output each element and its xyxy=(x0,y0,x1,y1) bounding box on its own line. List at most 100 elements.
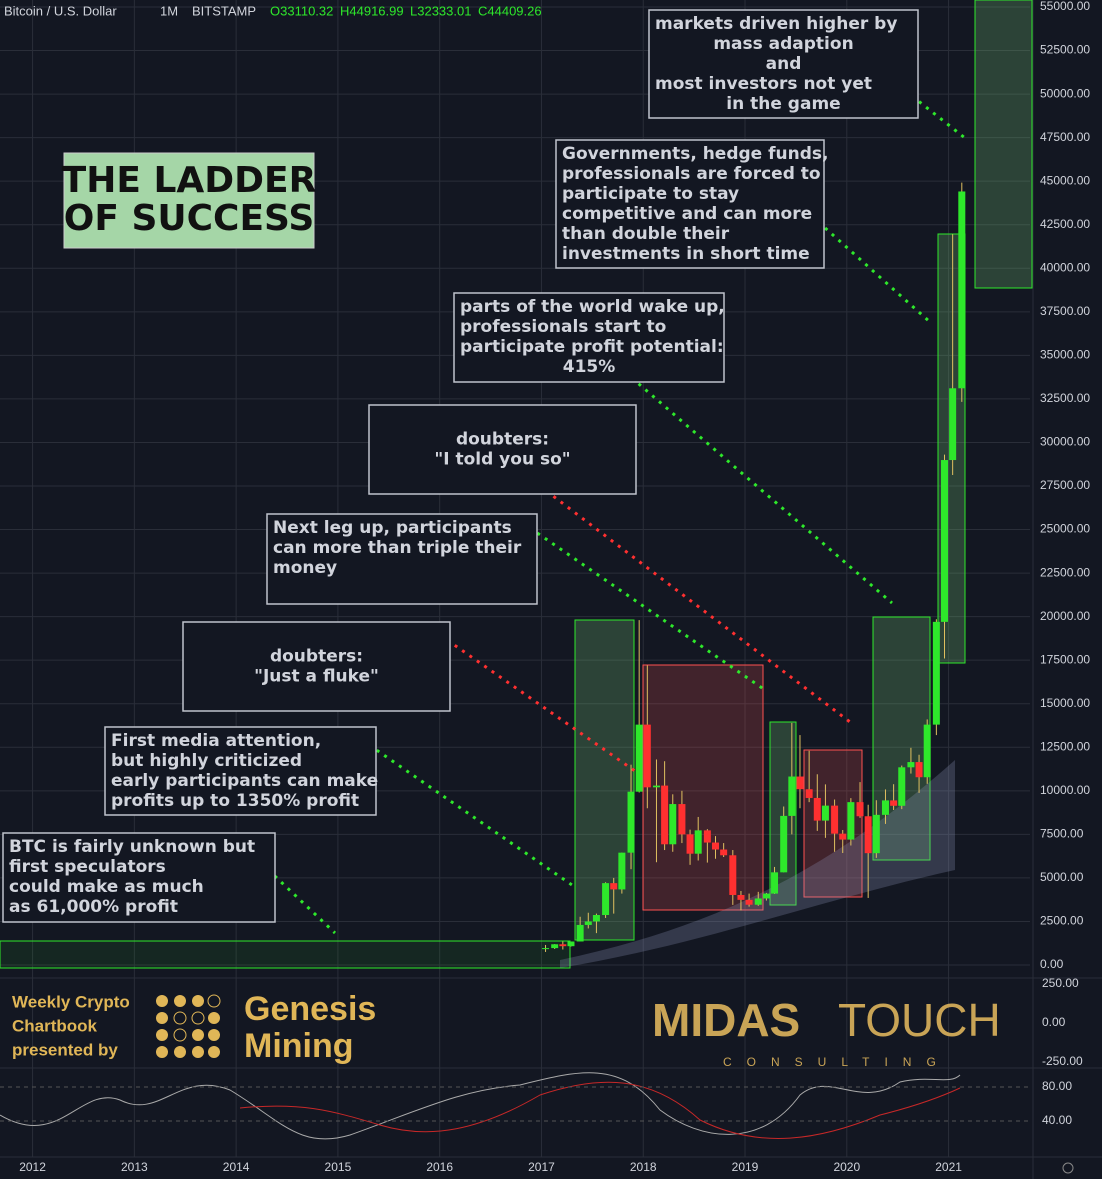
annotation-text: participate profit potential: xyxy=(460,337,724,357)
candle-body xyxy=(678,804,686,835)
candle-body xyxy=(958,191,966,389)
candle-body xyxy=(737,894,745,900)
annotation-text: investments in short time xyxy=(562,244,810,264)
candle-body xyxy=(923,724,931,778)
settings-icon[interactable] xyxy=(1062,1162,1074,1174)
candle-body xyxy=(864,816,872,854)
arrows xyxy=(240,94,966,935)
ohlc: L32333.01 xyxy=(410,3,471,18)
interval: 1M xyxy=(160,3,178,18)
y-tick-label: 12500.00 xyxy=(1040,739,1090,753)
annotation-text: early participants can make xyxy=(111,771,378,791)
y-tick-label: 27500.00 xyxy=(1040,478,1090,492)
candle-body xyxy=(831,805,839,834)
annotation-text: most investors not yet xyxy=(655,74,872,94)
candle-body xyxy=(813,797,821,821)
annotation-text: money xyxy=(273,558,337,578)
annotation-text: participate to stay xyxy=(562,184,739,204)
annotation-text: BTC is fairly unknown but xyxy=(9,837,255,857)
y-tick-label: 45000.00 xyxy=(1040,173,1090,187)
candle-body xyxy=(602,883,610,916)
candle-body xyxy=(551,944,559,949)
y-tick-label: 0.00 xyxy=(1040,957,1064,971)
y-tick-label: 52500.00 xyxy=(1040,43,1090,57)
annotation-box xyxy=(104,726,377,816)
annotation-text: doubters: xyxy=(270,647,363,667)
candle-body xyxy=(754,898,762,905)
candle-body xyxy=(610,883,618,890)
candle-body xyxy=(872,814,880,854)
annotation-box xyxy=(2,832,276,923)
candle-body xyxy=(720,849,728,856)
candle-body xyxy=(559,944,567,947)
candle-body xyxy=(618,852,626,890)
candle-body xyxy=(856,802,864,817)
candle-body xyxy=(898,767,906,806)
annotation-text: "Just a fluke" xyxy=(254,667,379,687)
y-tick-label: 15000.00 xyxy=(1040,696,1090,710)
y-tick-label: 42500.00 xyxy=(1040,217,1090,231)
annotation-text: as 61,000% profit xyxy=(9,897,178,917)
candle-body xyxy=(694,830,702,854)
x-tick-label: 2013 xyxy=(121,1160,148,1174)
candle-body xyxy=(652,785,660,788)
candle-body xyxy=(839,833,847,840)
annotation-text: doubters: xyxy=(456,430,549,450)
x-tick-label: 2017 xyxy=(528,1160,555,1174)
x-tick-label: 2016 xyxy=(426,1160,453,1174)
annotation-text: parts of the world wake up, xyxy=(460,297,725,317)
x-tick-label: 2018 xyxy=(630,1160,657,1174)
candle-body xyxy=(567,941,575,947)
candle-body xyxy=(907,762,915,768)
candle-body xyxy=(635,724,643,792)
candle-body xyxy=(661,785,669,845)
candle-body xyxy=(847,802,855,840)
candle-body xyxy=(941,460,949,622)
annotation-text: mass adaption xyxy=(713,34,853,54)
candle-body xyxy=(796,776,804,790)
annotation-text: and xyxy=(766,54,802,74)
y-tick-label: 40.00 xyxy=(1042,1113,1072,1127)
candle-body xyxy=(771,872,779,894)
candle-body xyxy=(949,388,957,461)
y-tick-label: 10000.00 xyxy=(1040,783,1090,797)
annotation-text: but highly criticized xyxy=(111,751,302,771)
x-tick-label: 2021 xyxy=(935,1160,962,1174)
candle-body xyxy=(686,834,694,854)
candle-body xyxy=(788,776,796,816)
y-tick-label: 0.00 xyxy=(1042,1015,1066,1029)
symbol: Bitcoin / U.S. Dollar xyxy=(4,3,117,18)
logo-name: TOUCH xyxy=(838,994,1001,1046)
candle-body xyxy=(890,800,898,806)
y-tick-label: 250.00 xyxy=(1042,976,1079,990)
annotation-text: than double their xyxy=(562,224,730,244)
candle-body xyxy=(703,830,711,843)
title-line: THE LADDER xyxy=(62,160,317,201)
y-tick-label: 40000.00 xyxy=(1040,260,1090,274)
y-tick-label: 17500.00 xyxy=(1040,652,1090,666)
y-tick-label: 20000.00 xyxy=(1040,609,1090,623)
title-line: OF SUCCESS xyxy=(64,198,315,239)
candle-body xyxy=(584,921,592,925)
candle-body xyxy=(729,855,737,895)
y-tick-label: 37500.00 xyxy=(1040,304,1090,318)
annotation-box xyxy=(555,139,825,269)
annotation-text: profits up to 1350% profit xyxy=(111,791,359,811)
candle-body xyxy=(627,791,635,853)
x-tick-label: 2015 xyxy=(325,1160,352,1174)
y-tick-label: 35000.00 xyxy=(1040,348,1090,362)
annotation-box xyxy=(182,621,451,712)
x-tick-label: 2012 xyxy=(19,1160,46,1174)
annotation-box xyxy=(368,404,637,495)
x-tick-label: 2019 xyxy=(732,1160,759,1174)
ohlc: C44409.26 xyxy=(478,3,542,18)
logo-sub: CONSULTING xyxy=(723,1055,951,1069)
midas-logo: MIDAS TOUCH CONSULTING xyxy=(652,994,1001,1069)
candle-body xyxy=(669,804,677,845)
logo-caption: Weekly Crypto xyxy=(12,992,130,1011)
genesis-logo: Weekly Crypto Chartbook presented by Gen… xyxy=(12,990,376,1065)
y-tick-label: 32500.00 xyxy=(1040,391,1090,405)
candle-body xyxy=(915,762,923,778)
